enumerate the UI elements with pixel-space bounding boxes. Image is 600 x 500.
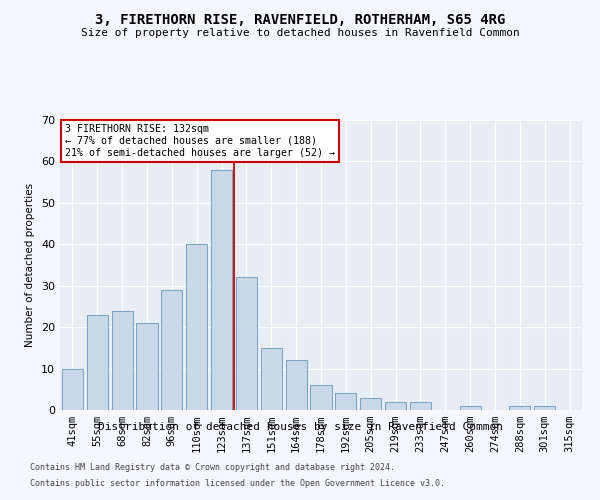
Text: Contains HM Land Registry data © Crown copyright and database right 2024.: Contains HM Land Registry data © Crown c…: [30, 464, 395, 472]
Bar: [112, 310, 133, 410]
Bar: [385, 402, 406, 410]
Bar: [410, 402, 431, 410]
Bar: [211, 170, 232, 410]
Bar: [335, 394, 356, 410]
Text: Distribution of detached houses by size in Ravenfield Common: Distribution of detached houses by size …: [97, 422, 503, 432]
Bar: [460, 406, 481, 410]
Bar: [261, 348, 282, 410]
Text: Contains public sector information licensed under the Open Government Licence v3: Contains public sector information licen…: [30, 478, 445, 488]
Bar: [236, 278, 257, 410]
Text: Size of property relative to detached houses in Ravenfield Common: Size of property relative to detached ho…: [80, 28, 520, 38]
Bar: [62, 368, 83, 410]
Bar: [161, 290, 182, 410]
Bar: [534, 406, 555, 410]
Bar: [509, 406, 530, 410]
Y-axis label: Number of detached properties: Number of detached properties: [25, 183, 35, 347]
Bar: [360, 398, 381, 410]
Text: 3 FIRETHORN RISE: 132sqm
← 77% of detached houses are smaller (188)
21% of semi-: 3 FIRETHORN RISE: 132sqm ← 77% of detach…: [65, 124, 335, 158]
Bar: [186, 244, 207, 410]
Bar: [136, 323, 158, 410]
Bar: [310, 385, 332, 410]
Bar: [286, 360, 307, 410]
Text: 3, FIRETHORN RISE, RAVENFIELD, ROTHERHAM, S65 4RG: 3, FIRETHORN RISE, RAVENFIELD, ROTHERHAM…: [95, 12, 505, 26]
Bar: [87, 314, 108, 410]
